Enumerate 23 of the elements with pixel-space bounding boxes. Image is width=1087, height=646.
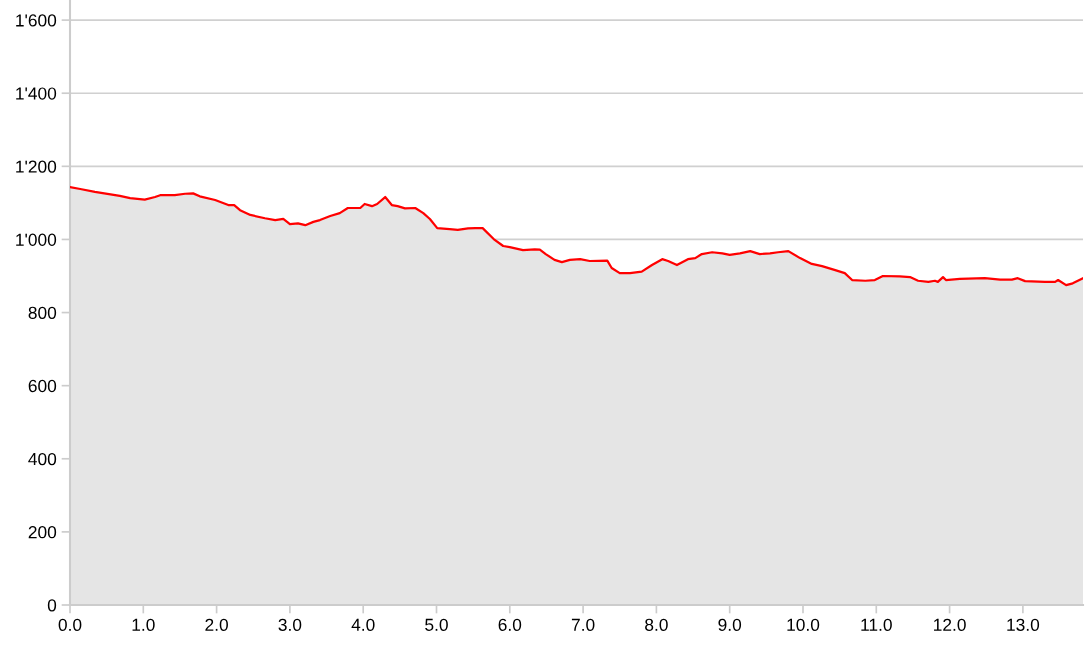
- y-tick-label: 1'600: [16, 14, 57, 27]
- x-tick-label: 2.0: [205, 618, 228, 631]
- x-tick-label: 12.0: [934, 618, 966, 631]
- y-tick-label: 1'400: [16, 87, 57, 100]
- y-tick-label: 0: [47, 599, 57, 612]
- y-tick-label: 200: [28, 526, 57, 539]
- x-tick-label: 10.0: [787, 618, 820, 631]
- x-tick-label: 8.0: [645, 618, 668, 631]
- x-tick-label: 5.0: [425, 618, 448, 631]
- x-tick-label: 7.0: [571, 618, 595, 631]
- y-tick-label: 600: [28, 379, 57, 393]
- y-tick-label: 400: [28, 452, 57, 466]
- x-tick-label: 3.0: [278, 618, 302, 631]
- y-tick-label: 1'000: [16, 233, 57, 246]
- y-tick-label: 1'200: [16, 160, 57, 173]
- x-tick-label: 1.0: [132, 618, 155, 631]
- x-tick-label: 13.0: [1007, 618, 1040, 631]
- x-tick-label: 0.0: [58, 618, 82, 631]
- x-tick-label: 9.0: [718, 618, 742, 631]
- x-tick-label: 11.0: [861, 618, 892, 631]
- y-tick-label: 800: [28, 306, 57, 320]
- x-tick-label: 4.0: [351, 618, 375, 631]
- x-tick-label: 6.0: [498, 618, 522, 631]
